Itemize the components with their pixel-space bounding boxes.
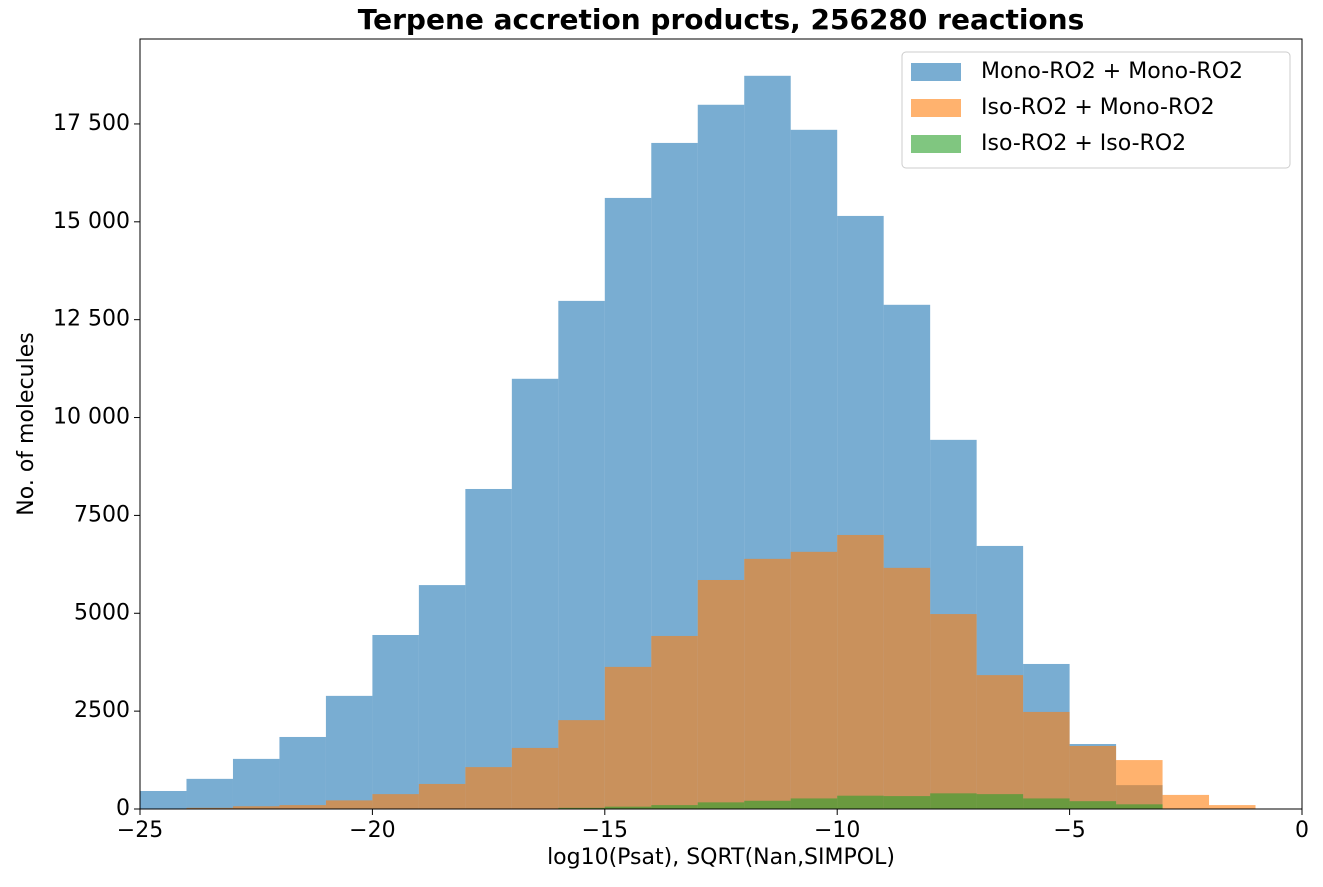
bar (837, 534, 884, 809)
bar (604, 806, 652, 809)
bar (744, 558, 791, 809)
bar (511, 378, 559, 809)
legend-swatch (911, 63, 961, 81)
bar (1162, 794, 1210, 809)
bar (1023, 798, 1070, 809)
x-axis-label: log10(Psat), SQRT(Nan,SIMPOL) (547, 845, 895, 870)
x-tick-label: −15 (582, 818, 628, 843)
bar (418, 585, 466, 809)
bar (1116, 760, 1163, 809)
bar (418, 783, 466, 809)
y-tick-label: 17 500 (53, 111, 130, 136)
bar (651, 635, 698, 809)
x-tick-label: 0 (1295, 818, 1309, 843)
bar (651, 805, 698, 809)
y-tick-label: 15 000 (53, 209, 130, 234)
x-tick-label: −5 (1053, 818, 1085, 843)
bar (697, 802, 745, 809)
plot-frame (139, 38, 1303, 810)
y-tick-label: 5000 (74, 600, 130, 625)
bar (883, 796, 931, 809)
bar (976, 794, 1024, 809)
bar (930, 793, 977, 809)
y-tick-label: 0 (116, 796, 130, 821)
bar (976, 675, 1024, 809)
y-tick-label: 2500 (74, 698, 130, 723)
bar (1023, 711, 1070, 809)
bar (558, 720, 605, 809)
bar (837, 795, 884, 809)
bar (372, 634, 419, 809)
bar (232, 806, 280, 809)
bar (465, 767, 512, 809)
bar (744, 800, 791, 809)
y-axis-label: No. of molecules (14, 332, 39, 515)
bar (279, 805, 326, 809)
legend-label: Iso-RO2 + Iso-RO2 (981, 131, 1186, 156)
bar (883, 567, 931, 809)
y-tick-label: 12 500 (53, 307, 130, 332)
bar (279, 736, 326, 809)
x-tick-label: −20 (349, 818, 395, 843)
bar (1069, 801, 1117, 809)
bar (325, 695, 373, 809)
bar (186, 778, 233, 809)
bar (232, 758, 280, 809)
bar (372, 794, 419, 809)
bar (558, 807, 605, 809)
bar (325, 800, 373, 809)
legend-swatch (911, 135, 961, 153)
bar (1069, 745, 1117, 809)
bar (140, 790, 187, 809)
bar (1116, 804, 1163, 809)
y-tick-label: 10 000 (53, 405, 130, 430)
legend-swatch (911, 99, 961, 117)
y-tick-label: 7500 (74, 502, 130, 527)
chart-title: Terpene accretion products, 256280 react… (358, 3, 1085, 36)
bar (186, 807, 233, 809)
legend-label: Iso-RO2 + Mono-RO2 (981, 95, 1215, 120)
bar (790, 798, 838, 809)
bar (790, 551, 838, 809)
bar (511, 747, 559, 809)
x-tick-label: −10 (814, 818, 860, 843)
bar (697, 579, 745, 809)
bar (930, 614, 977, 809)
legend-label: Mono-RO2 + Mono-RO2 (981, 59, 1243, 84)
bar (1209, 805, 1256, 809)
x-tick-label: −25 (117, 818, 163, 843)
bar (604, 666, 652, 809)
bar (465, 488, 512, 809)
legend-box (901, 51, 1291, 169)
